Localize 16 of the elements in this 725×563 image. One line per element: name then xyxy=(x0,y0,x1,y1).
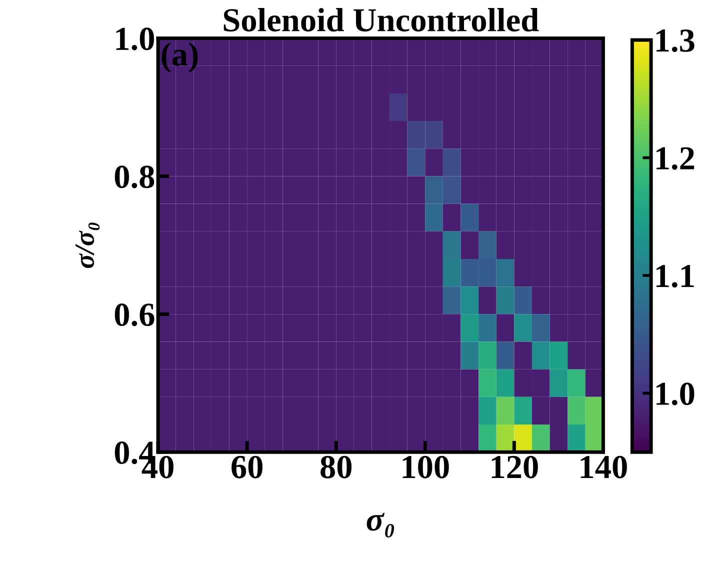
x-tick-label: 100 xyxy=(402,456,449,478)
y-tick-label: 1.0 xyxy=(116,28,154,50)
y-tick-label: 0.8 xyxy=(114,166,154,188)
x-axis-title: σ₀ xyxy=(366,512,394,538)
x-tick-label: 140 xyxy=(580,456,627,478)
y-axis-title: σ/σ₀ xyxy=(76,222,100,268)
color-bar-label: 1.2 xyxy=(656,147,694,170)
x-tick-label: 80 xyxy=(320,456,352,478)
x-tick-label: 120 xyxy=(492,456,538,478)
color-bar-label: 1.0 xyxy=(656,382,694,406)
color-bar-label: 1.1 xyxy=(656,265,694,288)
x-tick-label: 60 xyxy=(232,456,262,478)
color-bar-label: 1.3 xyxy=(656,29,694,52)
y-tick-label: 0.6 xyxy=(114,304,154,326)
chart-title: Solenoid Uncontrolled xyxy=(224,8,539,32)
annotation: (a) xyxy=(162,42,198,73)
